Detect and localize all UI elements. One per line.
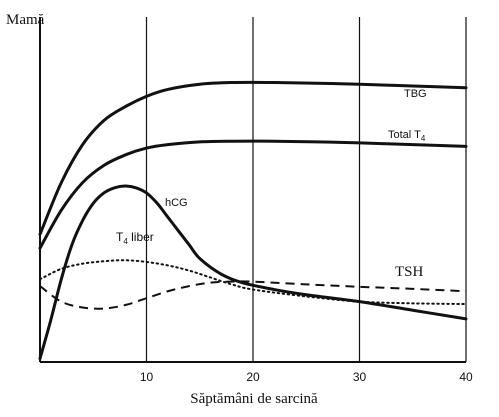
x-tick-label-40: 40 <box>459 370 473 384</box>
label-t4-liber: T4 liber <box>116 230 154 246</box>
label-total-t4-sub: 4 <box>421 134 426 143</box>
series-line-hcg <box>38 184 468 361</box>
series-line-tsh <box>39 280 467 310</box>
series-curves <box>38 80 468 361</box>
label-tsh: TSH <box>395 264 424 280</box>
label-t4-liber-rest: liber <box>128 230 154 244</box>
label-total-t4-main: Total T <box>388 129 421 141</box>
label-t4-liber-sub: 4 <box>123 237 128 246</box>
grid-lines <box>145 17 467 362</box>
x-tick-labels: 10 20 30 40 <box>140 370 473 384</box>
x-tick-label-10: 10 <box>140 370 154 384</box>
label-total-t4: Total T4 <box>388 129 426 143</box>
label-tbg: TBG <box>404 88 427 100</box>
x-tick-label-20: 20 <box>246 370 260 384</box>
label-t4-liber-main: T <box>116 230 124 244</box>
label-hcg: hCG <box>165 197 188 209</box>
series-line-total-t4 <box>38 139 468 250</box>
x-axis-label: Săptămâni de sarcină <box>190 391 318 407</box>
series-line-tbg <box>38 80 468 236</box>
series-line-t4-liber <box>39 259 467 306</box>
x-tick-label-30: 30 <box>353 370 367 384</box>
chart-title: Mamă <box>6 12 45 28</box>
